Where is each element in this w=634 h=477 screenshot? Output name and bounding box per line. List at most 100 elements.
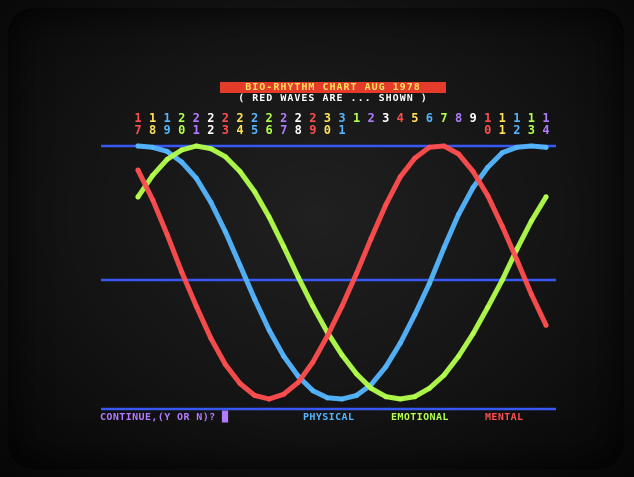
data-point-mental [222, 361, 228, 368]
x-tick-label-top: 6 [426, 111, 433, 125]
data-point-physical [456, 211, 462, 217]
data-point-mental [150, 197, 156, 203]
data-point-physical [164, 148, 170, 154]
data-point-emotional [485, 304, 491, 310]
x-tick-label-bottom: 4 [542, 123, 549, 137]
data-point-emotional [528, 218, 535, 224]
data-point-mental [310, 359, 316, 365]
crt-screen: BIO-RHYTHM CHART AUG 1978 ( RED WAVES AR… [8, 8, 624, 469]
legend-physical: PHYSICAL [303, 412, 355, 423]
data-point-physical [135, 143, 141, 149]
data-point-mental [368, 235, 374, 242]
x-tick-label-top: 3 [324, 111, 331, 125]
data-point-emotional [266, 214, 272, 220]
x-tick-label-top: 2 [193, 111, 200, 125]
data-point-emotional [310, 303, 316, 309]
data-point-emotional [514, 246, 520, 252]
x-tick-label-top: 1 [499, 111, 506, 125]
data-point-mental [470, 168, 476, 175]
x-tick-label-bottom: 0 [324, 123, 331, 137]
data-point-physical [397, 340, 403, 346]
data-point-emotional [237, 168, 243, 175]
data-point-physical [543, 144, 549, 150]
x-tick-label-top: 2 [368, 111, 375, 125]
data-point-mental [266, 396, 272, 402]
data-point-mental [237, 380, 243, 387]
data-point-emotional [281, 243, 287, 250]
data-point-mental [426, 144, 432, 150]
data-point-emotional [426, 385, 432, 391]
x-tick-label-top: 2 [236, 111, 243, 125]
data-point-physical [528, 143, 535, 149]
data-point-mental [499, 223, 505, 229]
data-point-physical [441, 245, 447, 251]
data-point-mental [456, 151, 462, 157]
legend-mental: MENTAL [485, 412, 524, 423]
x-tick-label-top: 1 [134, 111, 141, 125]
data-point-emotional [456, 353, 462, 359]
x-tick-label-top: 2 [222, 111, 229, 125]
x-tick-label-top: 2 [280, 111, 287, 125]
continue-prompt-text: CONTINUE,(Y OR N)? [100, 412, 222, 423]
data-point-emotional [470, 331, 476, 337]
x-tick-label-top: 2 [207, 111, 214, 125]
x-tick-label-top: 9 [470, 111, 477, 125]
x-tick-label-bottom: 9 [309, 123, 316, 137]
x-tick-label-bottom: 0 [178, 123, 185, 137]
x-tick-label-bottom: 1 [499, 123, 506, 137]
x-tick-label-top: 2 [178, 111, 185, 125]
data-point-emotional [135, 194, 141, 200]
data-point-emotional [295, 274, 301, 280]
data-point-emotional [164, 156, 170, 162]
data-point-physical [266, 327, 272, 333]
data-point-physical [324, 395, 330, 401]
data-point-emotional [543, 194, 549, 200]
x-tick-label-top: 2 [309, 111, 316, 125]
x-tick-label-bottom: 8 [149, 123, 156, 137]
data-point-physical [179, 159, 185, 165]
data-point-emotional [222, 154, 228, 160]
x-tick-label-top: 1 [513, 111, 520, 125]
x-tick-label-bottom: 4 [236, 123, 243, 137]
x-tick-label-bottom: 9 [164, 123, 171, 137]
data-point-physical [383, 364, 389, 370]
x-tick-label-bottom: 7 [134, 123, 141, 137]
data-point-mental [295, 379, 301, 385]
x-tick-label-bottom: 2 [207, 123, 214, 137]
x-tick-label-top: 1 [353, 111, 360, 125]
data-point-mental [252, 392, 258, 398]
data-point-emotional [179, 147, 185, 153]
data-point-mental [208, 335, 214, 341]
chart-subtitle: ( RED WAVES ARE ... SHOWN ) [238, 93, 428, 104]
data-point-mental [281, 391, 287, 397]
continue-prompt[interactable]: CONTINUE,(Y OR N)? █ [100, 412, 228, 423]
legend-emotional: EMOTIONAL [391, 412, 449, 423]
x-tick-label-top: 5 [411, 111, 418, 125]
cursor-block: █ [222, 412, 229, 423]
chart-title: BIO-RHYTHM CHART AUG 1978 [220, 82, 446, 93]
data-point-mental [324, 333, 330, 339]
data-point-emotional [193, 143, 199, 149]
data-point-mental [543, 322, 549, 328]
data-point-physical [281, 353, 287, 359]
data-point-mental [514, 257, 520, 263]
x-tick-label-top: 3 [338, 111, 345, 125]
x-tick-label-top: 4 [397, 111, 404, 125]
data-point-mental [397, 174, 403, 180]
data-point-emotional [441, 372, 447, 378]
data-point-mental [179, 269, 185, 275]
data-point-mental [485, 193, 491, 199]
data-point-physical [150, 144, 156, 150]
data-point-physical [354, 392, 360, 398]
data-point-mental [441, 143, 447, 149]
data-point-physical [499, 150, 505, 156]
data-point-mental [412, 155, 418, 161]
x-tick-label-top: 1 [149, 111, 156, 125]
data-point-emotional [383, 394, 389, 400]
data-point-physical [310, 388, 316, 394]
data-point-physical [426, 281, 432, 287]
x-tick-label-bottom: 2 [513, 123, 520, 137]
data-point-emotional [499, 277, 505, 283]
